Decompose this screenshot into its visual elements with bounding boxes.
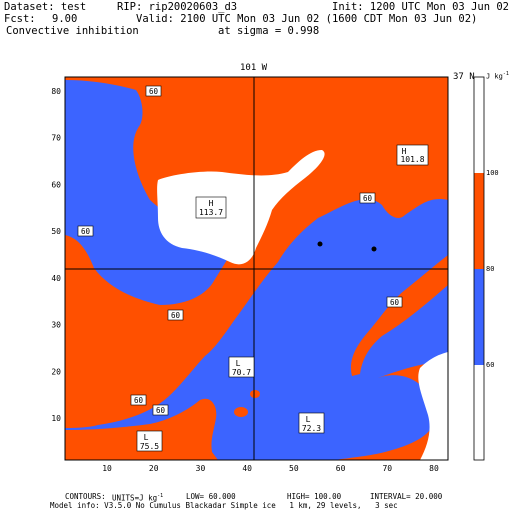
model-info: Model info: V3.5.0 No Cumulus Blackadar … (50, 501, 398, 510)
svg-text:72.3: 72.3 (302, 424, 321, 433)
forecast-hour: 9.00 (52, 13, 78, 25)
colorbar-white (474, 77, 484, 173)
contour-label-g: 60 (152, 404, 169, 416)
svg-text:60: 60 (149, 87, 159, 96)
colorbar-blue (474, 269, 484, 365)
forecast-label: Fcst: (4, 13, 36, 25)
x-tick-label: 40 (242, 464, 252, 473)
x-tick-label: 20 (149, 464, 159, 473)
y-tick-label: 20 (51, 367, 61, 376)
y-tick-label: 70 (51, 134, 61, 143)
contour-label-f: 60 (130, 394, 147, 406)
svg-text:L: L (306, 415, 311, 424)
station-dot (371, 246, 377, 252)
svg-text:L: L (236, 359, 241, 368)
contour-label-c: 60 (359, 192, 376, 204)
white-region-north (157, 150, 325, 265)
contour-label-d: 60 (167, 309, 184, 321)
valid-time: Valid: 2100 UTC Mon 03 Jun 02 (1600 CDT … (136, 13, 478, 25)
station-dot (317, 241, 323, 247)
high-cin-region (65, 77, 448, 428)
high-marker: H 113.7 (195, 196, 227, 219)
x-tick-label: 80 (429, 464, 439, 473)
svg-text:101.8: 101.8 (400, 155, 424, 164)
svg-text:60: 60 (171, 311, 181, 320)
svg-text:60: 60 (81, 227, 91, 236)
contour-high: HIGH= 100.00 (287, 492, 342, 501)
colorbar-label: 60 (486, 361, 495, 369)
svg-text:H: H (209, 199, 214, 208)
colorbar-label: 80 (486, 265, 495, 273)
y-tick-label: 60 (51, 180, 61, 189)
svg-text:113.7: 113.7 (199, 208, 223, 217)
colorbar-white-low (474, 365, 484, 460)
dataset-label: Dataset: test (4, 1, 87, 13)
contour-interval: INTERVAL= 20.000 (370, 492, 443, 501)
x-axis-ticks: 10 20 30 40 50 60 70 80 (102, 464, 439, 473)
y-axis-ticks: 10 20 30 40 50 60 70 80 (51, 87, 61, 423)
init-time: Init: 1200 UTC Mon 03 Jun 02 (332, 1, 510, 13)
y-tick-label: 30 (51, 321, 61, 330)
field-name: Convective inhibition (6, 25, 139, 37)
contour-low: LOW= 60.000 (186, 492, 236, 501)
high-cin-cell (250, 390, 260, 398)
x-tick-label: 70 (382, 464, 392, 473)
low-marker: L 70.7 (228, 356, 255, 378)
high-marker: H 101.8 (396, 144, 429, 166)
colorbar-label: 100 (486, 169, 499, 177)
svg-text:60: 60 (134, 396, 144, 405)
svg-text:60: 60 (390, 298, 400, 307)
contour-label-a: 60 (145, 85, 162, 97)
high-cin-cell (234, 407, 248, 417)
svg-text:60: 60 (156, 406, 166, 415)
y-tick-label: 80 (51, 87, 61, 96)
y-tick-label: 10 (51, 414, 61, 423)
colorbar-orange (474, 173, 484, 269)
meridian-label: 101 W (240, 63, 268, 73)
map-frame (64, 76, 449, 461)
x-tick-label: 30 (196, 464, 206, 473)
high-cin-south (350, 255, 448, 376)
white-region-east (418, 352, 448, 460)
x-tick-label: 60 (336, 464, 346, 473)
contour-label-b: 60 (77, 225, 94, 237)
x-tick-label: 10 (102, 464, 112, 473)
low-marker: L 75.5 (136, 430, 163, 452)
svg-text:L: L (144, 433, 149, 442)
contour-units: UNITS=J kg-1 (112, 493, 164, 503)
y-tick-label: 40 (51, 274, 61, 283)
svg-text:75.5: 75.5 (140, 442, 159, 451)
svg-text:60: 60 (363, 194, 373, 203)
colorbar-unit: J kg-1 (486, 71, 509, 81)
contour-label-e: 60 (386, 296, 403, 308)
x-tick-label: 50 (289, 464, 299, 473)
contours-label: CONTOURS: (65, 492, 106, 501)
svg-text:H: H (402, 147, 407, 156)
vertical-level: at sigma = 0.998 (218, 25, 320, 37)
colorbar-frame (473, 76, 485, 461)
parallel-label: 37 N (453, 72, 475, 82)
high-cin-southwest (65, 398, 218, 460)
y-tick-label: 50 (51, 227, 61, 236)
low-marker: L 72.3 (298, 412, 325, 434)
svg-text:70.7: 70.7 (232, 368, 251, 377)
rip-label: RIP: rip20020603_d3 (117, 1, 238, 13)
